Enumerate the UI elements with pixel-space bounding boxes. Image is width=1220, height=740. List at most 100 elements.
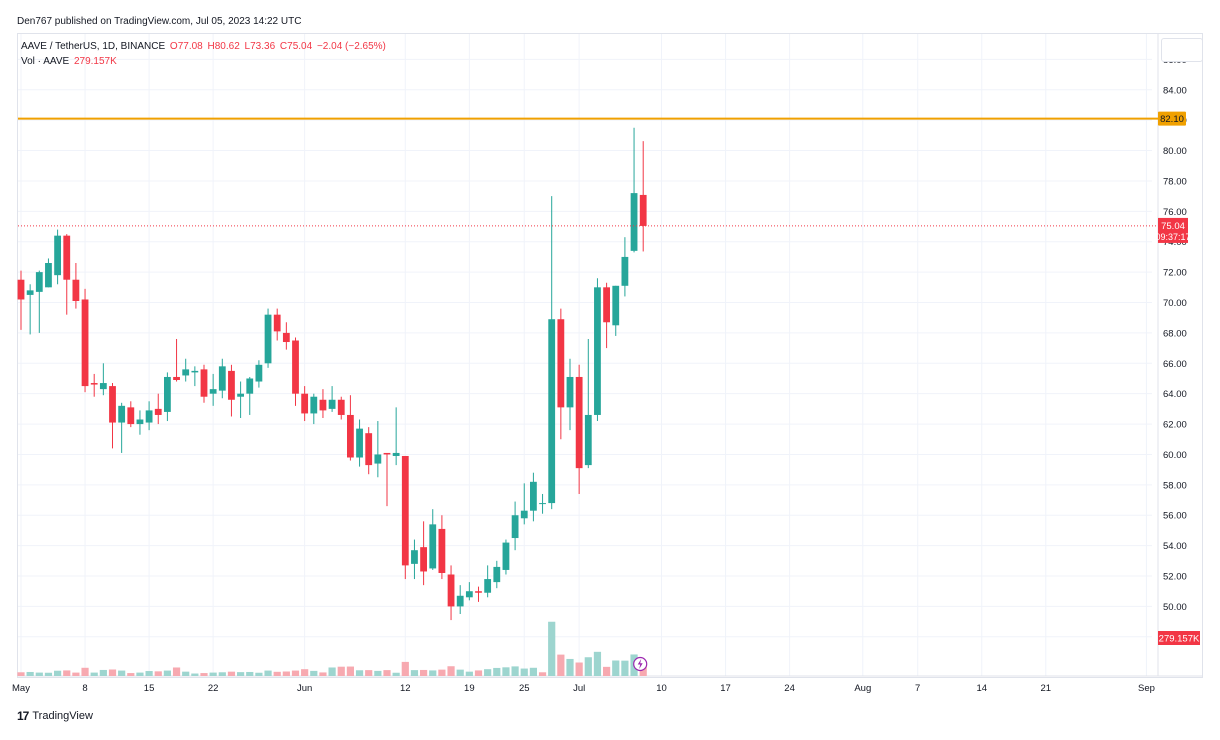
- candle-body[interactable]: [401, 455, 409, 566]
- candle-body[interactable]: [603, 287, 610, 323]
- candle-body[interactable]: [347, 414, 354, 458]
- volume-bar: [410, 670, 419, 676]
- time-axis-label: 22: [208, 683, 219, 694]
- candle-body[interactable]: [118, 405, 126, 423]
- candle-body[interactable]: [209, 389, 217, 394]
- candle-body[interactable]: [264, 314, 272, 364]
- candle-body[interactable]: [392, 452, 400, 456]
- volume-bar: [557, 654, 565, 676]
- candle-body[interactable]: [292, 340, 299, 394]
- candle-body[interactable]: [356, 428, 363, 458]
- candle-body[interactable]: [612, 285, 620, 326]
- candle-body[interactable]: [557, 319, 565, 408]
- candle-body[interactable]: [35, 272, 43, 292]
- volume-bar: [218, 672, 226, 676]
- price-axis-label: 80.00: [1163, 146, 1187, 157]
- level-price-tag: [1158, 111, 1186, 126]
- candle-body[interactable]: [81, 299, 89, 387]
- candle-body[interactable]: [337, 399, 345, 415]
- tradingview-brand[interactable]: 17 TradingView: [17, 709, 93, 723]
- candle-body[interactable]: [218, 366, 226, 391]
- candle-body[interactable]: [154, 408, 162, 415]
- volume-bar: [447, 666, 455, 676]
- candle-body[interactable]: [182, 369, 190, 376]
- candle-body[interactable]: [72, 279, 80, 301]
- legend-symbol[interactable]: AAVE / TetherUS, 1D, BINANCE: [21, 41, 166, 52]
- candle-body[interactable]: [493, 566, 501, 583]
- candle-body[interactable]: [319, 399, 327, 411]
- bar-countdown-label: 09:37:17: [1155, 232, 1190, 242]
- candle-body[interactable]: [282, 332, 290, 343]
- candle-body[interactable]: [255, 364, 263, 382]
- price-axis-label: 66.00: [1163, 359, 1187, 370]
- candle-body[interactable]: [164, 376, 171, 412]
- candle-body[interactable]: [575, 376, 583, 469]
- time-axis-label: 17: [720, 683, 731, 694]
- candle-body[interactable]: [365, 433, 373, 466]
- candle-body[interactable]: [584, 414, 592, 466]
- scale-settings-box[interactable]: [1161, 38, 1203, 62]
- candle-body[interactable]: [145, 410, 153, 423]
- candle-body[interactable]: [246, 378, 254, 394]
- candle-body[interactable]: [328, 399, 336, 409]
- candle-body[interactable]: [511, 515, 519, 539]
- candle-body[interactable]: [548, 319, 556, 504]
- candle-body[interactable]: [475, 591, 482, 593]
- candle-body[interactable]: [447, 574, 455, 607]
- candle-body[interactable]: [520, 510, 528, 519]
- candle-body[interactable]: [17, 279, 25, 300]
- volume-bar: [319, 672, 327, 676]
- time-axis-label: 8: [82, 683, 87, 694]
- candle-body[interactable]: [301, 393, 309, 414]
- candle-body[interactable]: [411, 550, 418, 564]
- candle-body[interactable]: [109, 386, 116, 423]
- candle-body[interactable]: [502, 542, 510, 570]
- candle-body[interactable]: [594, 287, 601, 415]
- chart-frame: [17, 33, 1203, 678]
- time-axis-label: 19: [464, 683, 475, 694]
- candle-body[interactable]: [310, 396, 318, 414]
- candle-body[interactable]: [136, 419, 144, 425]
- candle-body[interactable]: [383, 452, 391, 455]
- publisher-line: Den767 published on TradingView.com, Jul…: [17, 16, 302, 27]
- candle-body[interactable]: [630, 193, 638, 251]
- candle-body[interactable]: [530, 481, 537, 511]
- candle-body[interactable]: [99, 383, 107, 390]
- candle-body[interactable]: [63, 235, 71, 280]
- candle-body[interactable]: [539, 503, 546, 505]
- candle-body[interactable]: [90, 383, 98, 385]
- time-axis-label: Sep: [1138, 683, 1155, 694]
- candle-body[interactable]: [621, 256, 629, 286]
- volume-bar: [54, 670, 62, 676]
- candle-body[interactable]: [191, 370, 199, 373]
- candle-body[interactable]: [438, 528, 446, 573]
- candle-body[interactable]: [173, 376, 180, 381]
- volume-bar: [374, 670, 382, 676]
- price-axis-label: 76.00: [1163, 207, 1187, 218]
- candle-body[interactable]: [45, 263, 52, 288]
- candle-body[interactable]: [456, 595, 464, 607]
- volume-bar: [90, 672, 98, 676]
- volume-bar: [163, 670, 171, 676]
- time-axis-label: Aug: [854, 683, 871, 694]
- volume-bar: [511, 666, 519, 676]
- candle-body[interactable]: [228, 370, 235, 400]
- candle-body[interactable]: [429, 524, 437, 569]
- price-axis-label: 52.00: [1163, 572, 1187, 583]
- candle-body[interactable]: [54, 235, 61, 276]
- volume-bar: [44, 672, 53, 676]
- candle-body[interactable]: [639, 194, 647, 226]
- volume-bar: [237, 672, 245, 676]
- candle-body[interactable]: [127, 407, 135, 425]
- candle-body[interactable]: [465, 591, 473, 598]
- candle-body[interactable]: [273, 314, 281, 332]
- candle-body[interactable]: [420, 547, 427, 572]
- candle-body[interactable]: [484, 579, 492, 593]
- candle-body[interactable]: [26, 290, 34, 295]
- candle-body[interactable]: [566, 376, 574, 408]
- legend-volume-label[interactable]: Vol · AAVE: [21, 56, 70, 67]
- candle-body[interactable]: [237, 393, 244, 397]
- candle-body[interactable]: [374, 454, 382, 464]
- candle-body[interactable]: [200, 369, 208, 397]
